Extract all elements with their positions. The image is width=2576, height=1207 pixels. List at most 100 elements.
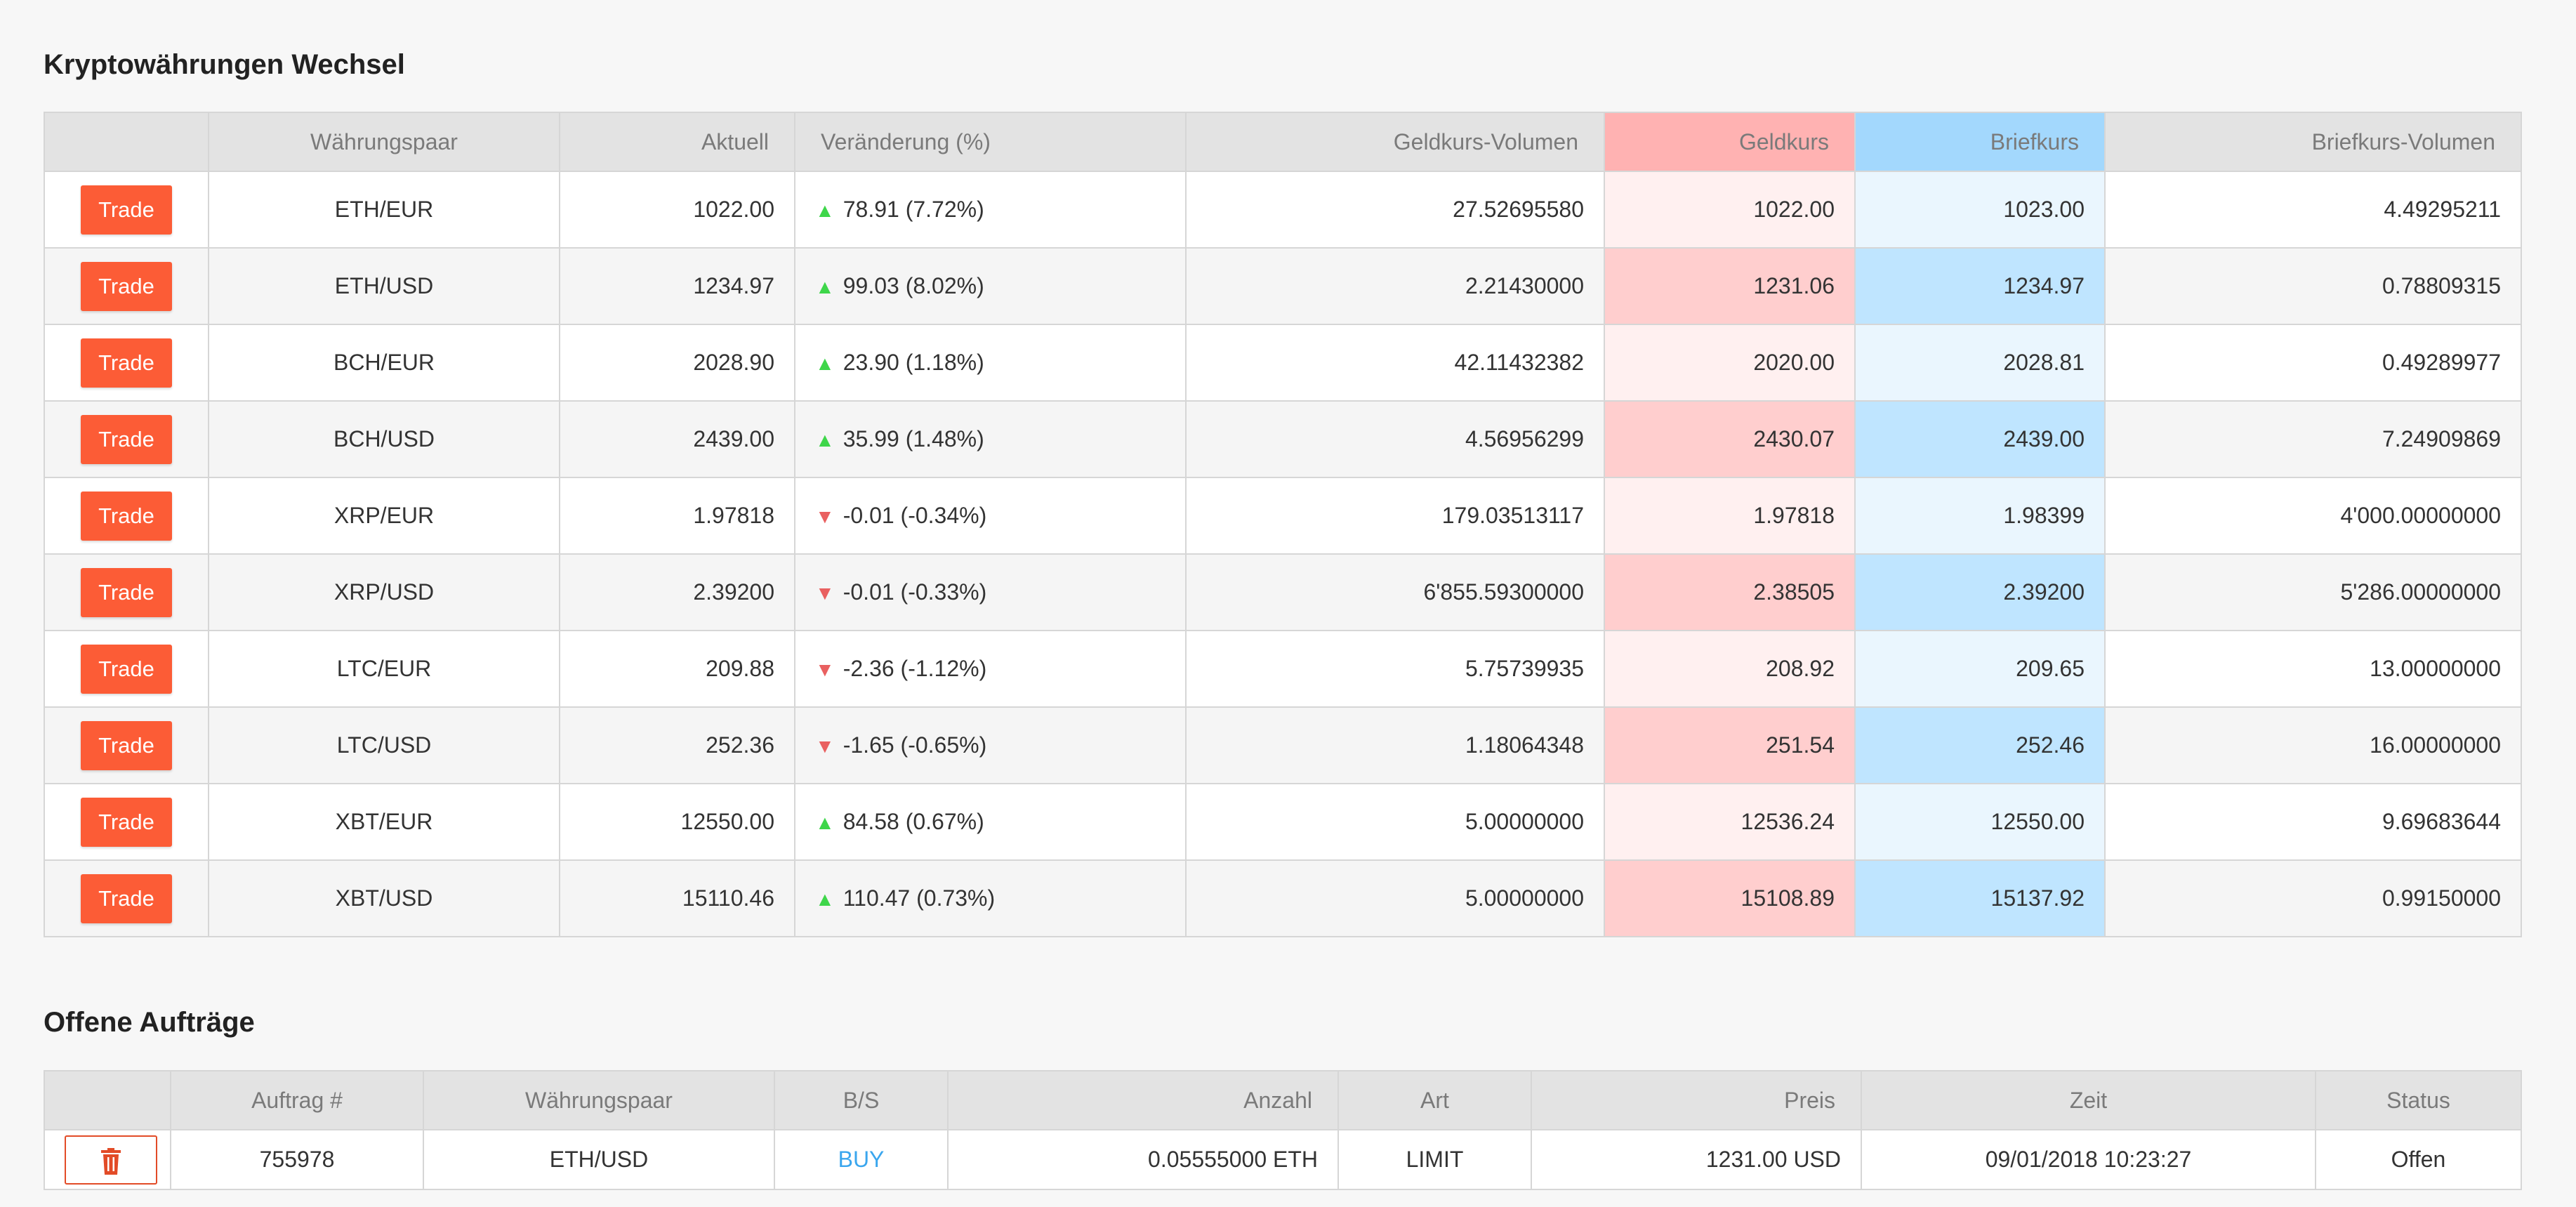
pair-cell: XBT/EUR [208,783,560,861]
bid-cell: 2020.00 [1604,324,1856,402]
trade-button[interactable]: Trade [81,873,172,923]
change-cell: ▼ -2.36 (-1.12%) [794,630,1187,708]
arrow-up-icon: ▲ [815,352,835,374]
bid-volume-cell: 42.11432382 [1185,324,1605,402]
change-value: 78.91 (7.72%) [843,197,984,222]
ask-volume-cell: 13.00000000 [2104,630,2522,708]
ask-volume-cell: 16.00000000 [2104,706,2522,784]
trade-button[interactable]: Trade [81,414,172,464]
market-row: Trade ETH/EUR 1022.00 ▲ 78.91 (7.72%) 27.5269… [44,171,2522,249]
header-ask-volume[interactable]: Briefkurs-Volumen [2104,112,2522,172]
pair-cell: XRP/USD [208,553,560,631]
bid-cell: 1231.06 [1604,247,1856,325]
market-row: Trade XBT/EUR 12550.00 ▲ 84.58 (0.67%) 5.0000… [44,783,2522,861]
trade-button[interactable]: Trade [81,644,172,694]
header-ask[interactable]: Briefkurs [1854,112,2106,172]
change-cell: ▼ -1.65 (-0.65%) [794,706,1187,784]
market-row: Trade BCH/EUR 2028.90 ▲ 23.90 (1.18%) 42.1143… [44,324,2522,402]
change-cell: ▲ 35.99 (1.48%) [794,400,1187,478]
current-cell: 1.97818 [559,477,795,555]
order-row: 755978 ETH/USD BUY 0.05555000 ETH LIMIT 1231.… [44,1129,2522,1190]
header-time[interactable]: Zeit [1861,1070,2316,1130]
current-cell: 252.36 [559,706,795,784]
orders-table: Auftrag # Währungspaar B/S Anzahl Art Pr… [44,1070,2522,1190]
trade-button[interactable]: Trade [81,338,172,388]
header-order-pair[interactable]: Währungspaar [423,1070,775,1130]
change-value: -2.36 (-1.12%) [843,656,987,681]
ask-volume-cell: 0.99150000 [2104,859,2522,937]
ask-cell: 209.65 [1854,630,2106,708]
orders-title: Offene Aufträge [44,1007,255,1038]
current-cell: 2439.00 [559,400,795,478]
current-cell: 209.88 [559,630,795,708]
arrow-down-icon: ▼ [815,735,835,757]
ask-cell: 2028.81 [1854,324,2106,402]
bid-cell: 208.92 [1604,630,1856,708]
change-cell: ▲ 78.91 (7.72%) [794,171,1187,249]
trade-button[interactable]: Trade [81,797,172,847]
pair-cell: ETH/USD [208,247,560,325]
header-order-no[interactable]: Auftrag # [170,1070,424,1130]
bid-cell: 15108.89 [1604,859,1856,937]
market-row: Trade LTC/EUR 209.88 ▼ -2.36 (-1.12%) 5.75739… [44,630,2522,708]
header-bid[interactable]: Geldkurs [1604,112,1856,172]
orders-header-row: Auftrag # Währungspaar B/S Anzahl Art Pr… [44,1070,2522,1130]
header-pair[interactable]: Währungspaar [208,112,560,172]
trade-button[interactable]: Trade [81,261,172,311]
ask-volume-cell: 0.78809315 [2104,247,2522,325]
header-type[interactable]: Art [1337,1070,1532,1130]
current-cell: 2028.90 [559,324,795,402]
header-change[interactable]: Veränderung (%) [794,112,1187,172]
delete-order-button[interactable] [65,1135,157,1185]
order-type-cell: LIMIT [1337,1129,1532,1190]
trade-button[interactable]: Trade [81,720,172,770]
ask-cell: 252.46 [1854,706,2106,784]
trade-cell: Trade [44,783,209,861]
trade-cell: Trade [44,171,209,249]
market-row: Trade XBT/USD 15110.46 ▲ 110.47 (0.73%) 5.000… [44,859,2522,937]
trade-button[interactable]: Trade [81,491,172,541]
arrow-up-icon: ▲ [815,276,835,298]
header-delete [44,1070,171,1130]
header-price[interactable]: Preis [1531,1070,1862,1130]
current-cell: 15110.46 [559,859,795,937]
bid-volume-cell: 2.21430000 [1185,247,1605,325]
bid-volume-cell: 179.03513117 [1185,477,1605,555]
bid-volume-cell: 27.52695580 [1185,171,1605,249]
pair-cell: XBT/USD [208,859,560,937]
trade-button[interactable]: Trade [81,185,172,235]
pair-cell: LTC/EUR [208,630,560,708]
header-status[interactable]: Status [2315,1070,2522,1130]
ask-cell: 15137.92 [1854,859,2106,937]
markets-title: Kryptowährungen Wechsel [44,49,405,80]
trade-button[interactable]: Trade [81,567,172,617]
bid-cell: 1.97818 [1604,477,1856,555]
header-amount[interactable]: Anzahl [947,1070,1339,1130]
change-value: -0.01 (-0.34%) [843,503,987,528]
trade-cell: Trade [44,324,209,402]
header-action [44,112,209,172]
change-value: 35.99 (1.48%) [843,426,984,451]
trade-cell: Trade [44,706,209,784]
ask-volume-cell: 9.69683644 [2104,783,2522,861]
change-value: 23.90 (1.18%) [843,350,984,375]
current-cell: 1234.97 [559,247,795,325]
order-side-cell: BUY [774,1129,949,1190]
bid-volume-cell: 6'855.59300000 [1185,553,1605,631]
pair-cell: BCH/USD [208,400,560,478]
change-cell: ▲ 23.90 (1.18%) [794,324,1187,402]
arrow-up-icon: ▲ [815,888,835,910]
bid-volume-cell: 1.18064348 [1185,706,1605,784]
market-row: Trade BCH/USD 2439.00 ▲ 35.99 (1.48%) 4.56956… [44,400,2522,478]
ask-cell: 12550.00 [1854,783,2106,861]
trade-cell: Trade [44,477,209,555]
trade-cell: Trade [44,247,209,325]
ask-volume-cell: 4.49295211 [2104,171,2522,249]
trash-icon [101,1148,121,1175]
header-current[interactable]: Aktuell [559,112,795,172]
change-value: 99.03 (8.02%) [843,273,984,298]
header-bid-volume[interactable]: Geldkurs-Volumen [1185,112,1605,172]
ask-cell: 1023.00 [1854,171,2106,249]
ask-volume-cell: 7.24909869 [2104,400,2522,478]
header-side[interactable]: B/S [774,1070,949,1130]
